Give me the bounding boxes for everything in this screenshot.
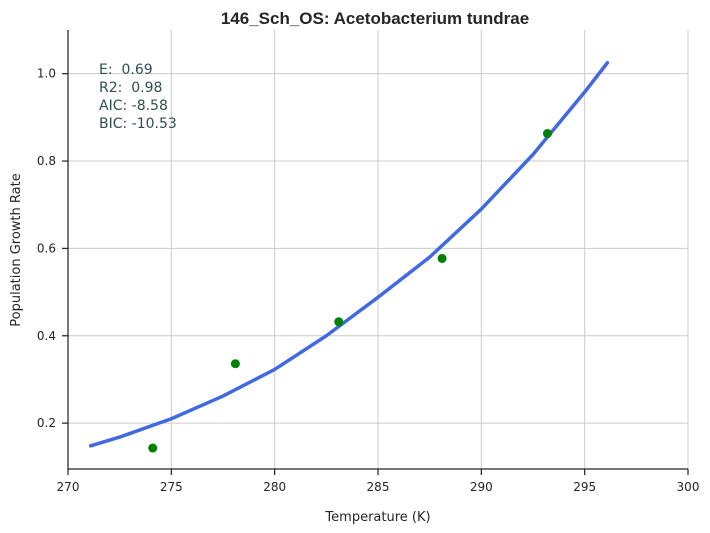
data-point <box>148 443 158 453</box>
x-tick-label: 270 <box>57 480 80 494</box>
stat-aic: AIC: -8.58 <box>99 98 168 114</box>
y-tick-label: 0.4 <box>37 329 56 343</box>
x-tick-label: 285 <box>367 480 390 494</box>
y-tick-label: 0.2 <box>37 416 56 430</box>
x-tick-label: 290 <box>470 480 493 494</box>
x-tick-label: 295 <box>573 480 596 494</box>
stat-r2: R2: 0.98 <box>99 80 162 96</box>
x-tick-label: 280 <box>263 480 286 494</box>
fit-curve <box>88 61 610 448</box>
x-axis-label: Temperature (K) <box>324 510 430 525</box>
ticks: 270 275 280 285 290 295 300 0.2 0.4 0.6 0.8 1.0 <box>37 67 700 494</box>
data-point <box>437 253 447 263</box>
chart-title: 146_Sch_OS: Acetobacterium tundrae <box>221 9 529 28</box>
stat-e: E: 0.69 <box>99 62 153 78</box>
y-tick-label: 0.6 <box>37 241 56 255</box>
stat-bic: BIC: -10.53 <box>99 116 177 132</box>
grid <box>68 30 689 469</box>
fit-curve-layer <box>88 61 610 448</box>
stats-annotation: E: 0.69 R2: 0.98 AIC: -8.58 BIC: -10.53 <box>99 62 177 132</box>
data-point <box>542 129 552 139</box>
data-points-layer <box>148 129 552 453</box>
y-axis-label: Population Growth Rate <box>9 173 24 326</box>
data-point <box>230 359 240 369</box>
x-tick-label: 300 <box>677 480 700 494</box>
x-tick-label: 275 <box>160 480 183 494</box>
y-tick-label: 1.0 <box>37 67 56 81</box>
y-tick-label: 0.8 <box>37 154 56 168</box>
data-point <box>334 317 344 327</box>
